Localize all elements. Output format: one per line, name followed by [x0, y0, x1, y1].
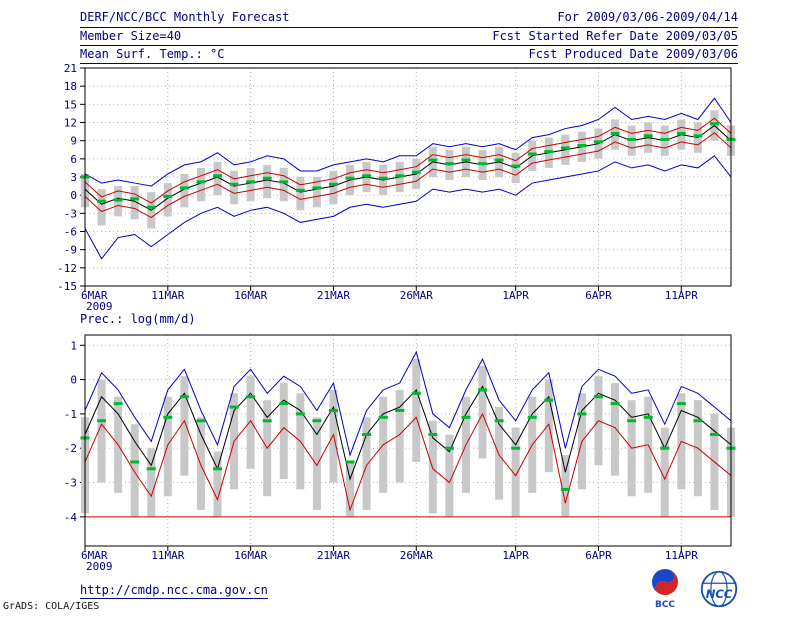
svg-text:12: 12: [64, 117, 77, 130]
svg-text:3: 3: [70, 171, 77, 184]
footer-url-link[interactable]: http://cmdp.ncc.cma.gov.cn: [80, 583, 268, 599]
svg-text:6APR: 6APR: [585, 289, 612, 302]
svg-text:-9: -9: [64, 244, 77, 257]
svg-text:1APR: 1APR: [502, 549, 529, 562]
svg-text:2009: 2009: [86, 300, 113, 313]
logo-group: BCC NCC: [644, 566, 742, 612]
grads-credit: GrADS: COLA/IGES: [3, 601, 100, 612]
svg-text:1: 1: [70, 339, 77, 352]
svg-text:26MAR: 26MAR: [400, 289, 433, 302]
ncc-logo: NCC: [700, 570, 738, 608]
svg-text:11MAR: 11MAR: [151, 289, 184, 302]
svg-text:-6: -6: [64, 226, 77, 239]
svg-text:-2: -2: [64, 442, 77, 455]
header-row-3: Mean Surf. Temp.: °C Fcst Produced Date …: [80, 47, 738, 61]
page-title: DERF/NCC/BCC Monthly Forecast: [80, 10, 290, 24]
precip-panel-title: Prec.: log(mm/d): [80, 312, 196, 326]
svg-text:1APR: 1APR: [502, 289, 529, 302]
svg-text:-15: -15: [57, 280, 77, 293]
svg-text:11APR: 11APR: [665, 289, 698, 302]
svg-text:21MAR: 21MAR: [317, 549, 350, 562]
svg-text:2009: 2009: [86, 560, 113, 573]
member-size-label: Member Size=40: [80, 29, 182, 43]
svg-text:18: 18: [64, 80, 77, 93]
header-row-1: DERF/NCC/BCC Monthly Forecast For 2009/0…: [80, 10, 738, 24]
temp-panel-title: Mean Surf. Temp.: °C: [80, 47, 225, 61]
header-divider-3: [80, 63, 738, 64]
bcc-swirl-blue: [652, 569, 675, 594]
forecast-range-label: For 2009/03/06-2009/04/14: [557, 10, 738, 24]
svg-text:11APR: 11APR: [665, 549, 698, 562]
svg-text:6APR: 6APR: [585, 549, 612, 562]
header-divider-1: [80, 27, 738, 28]
bcc-swirl-red: [655, 570, 678, 595]
ncc-logo-label: NCC: [706, 587, 733, 601]
svg-text:21: 21: [64, 62, 77, 75]
svg-text:0: 0: [70, 189, 77, 202]
bcc-logo: BCC: [652, 569, 678, 610]
svg-text:0: 0: [70, 374, 77, 387]
fcst-start-date-label: Fcst Started Refer Date 2009/03/05: [492, 29, 738, 43]
svg-text:-3: -3: [64, 477, 77, 490]
svg-text:6: 6: [70, 153, 77, 166]
svg-text:-12: -12: [57, 262, 77, 275]
svg-text:6MAR: 6MAR: [81, 289, 108, 302]
header-row-2: Member Size=40 Fcst Started Refer Date 2…: [80, 29, 738, 43]
svg-text:15: 15: [64, 98, 77, 111]
svg-text:16MAR: 16MAR: [234, 289, 267, 302]
svg-text:16MAR: 16MAR: [234, 549, 267, 562]
svg-text:-4: -4: [64, 511, 78, 524]
svg-text:26MAR: 26MAR: [400, 549, 433, 562]
ncc-globe-meridian: [710, 571, 728, 607]
svg-text:6MAR: 6MAR: [81, 549, 108, 562]
svg-text:9: 9: [70, 135, 77, 148]
header-divider-2: [80, 45, 738, 46]
svg-text:-3: -3: [64, 207, 77, 220]
svg-text:-1: -1: [64, 408, 77, 421]
svg-text:21MAR: 21MAR: [317, 289, 350, 302]
svg-text:11MAR: 11MAR: [151, 549, 184, 562]
bcc-logo-label: BCC: [655, 600, 675, 610]
fcst-produced-date-label: Fcst Produced Date 2009/03/06: [528, 47, 738, 61]
